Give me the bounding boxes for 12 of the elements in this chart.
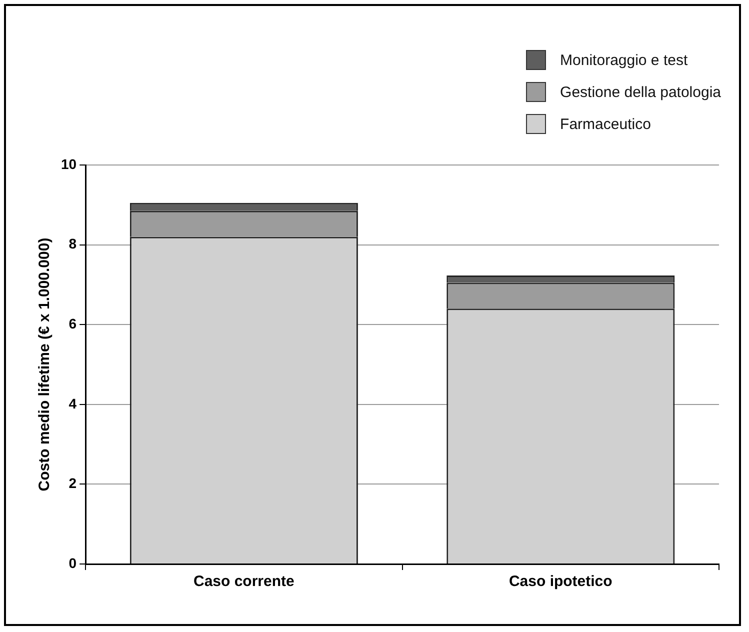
- x-tick-label: Caso corrente: [193, 573, 294, 590]
- text: Farmaceutico: [560, 116, 651, 132]
- x-tick-label: Caso ipotetico: [508, 573, 612, 590]
- legend-label: Gestione della patologia: [560, 84, 721, 100]
- y-tick-label: 4: [68, 395, 77, 412]
- y-tick-label: 6: [68, 315, 77, 332]
- legend-label: Monitoraggio e test: [560, 52, 688, 68]
- y-tick-label: 8: [68, 236, 77, 252]
- y-axis-title: Costo medio lifetime (€ x 1.000.000): [36, 238, 54, 492]
- y-tick-label: 0: [68, 554, 77, 571]
- y-tick-label: 2: [68, 475, 77, 492]
- y-tick-label: 10: [60, 156, 77, 172]
